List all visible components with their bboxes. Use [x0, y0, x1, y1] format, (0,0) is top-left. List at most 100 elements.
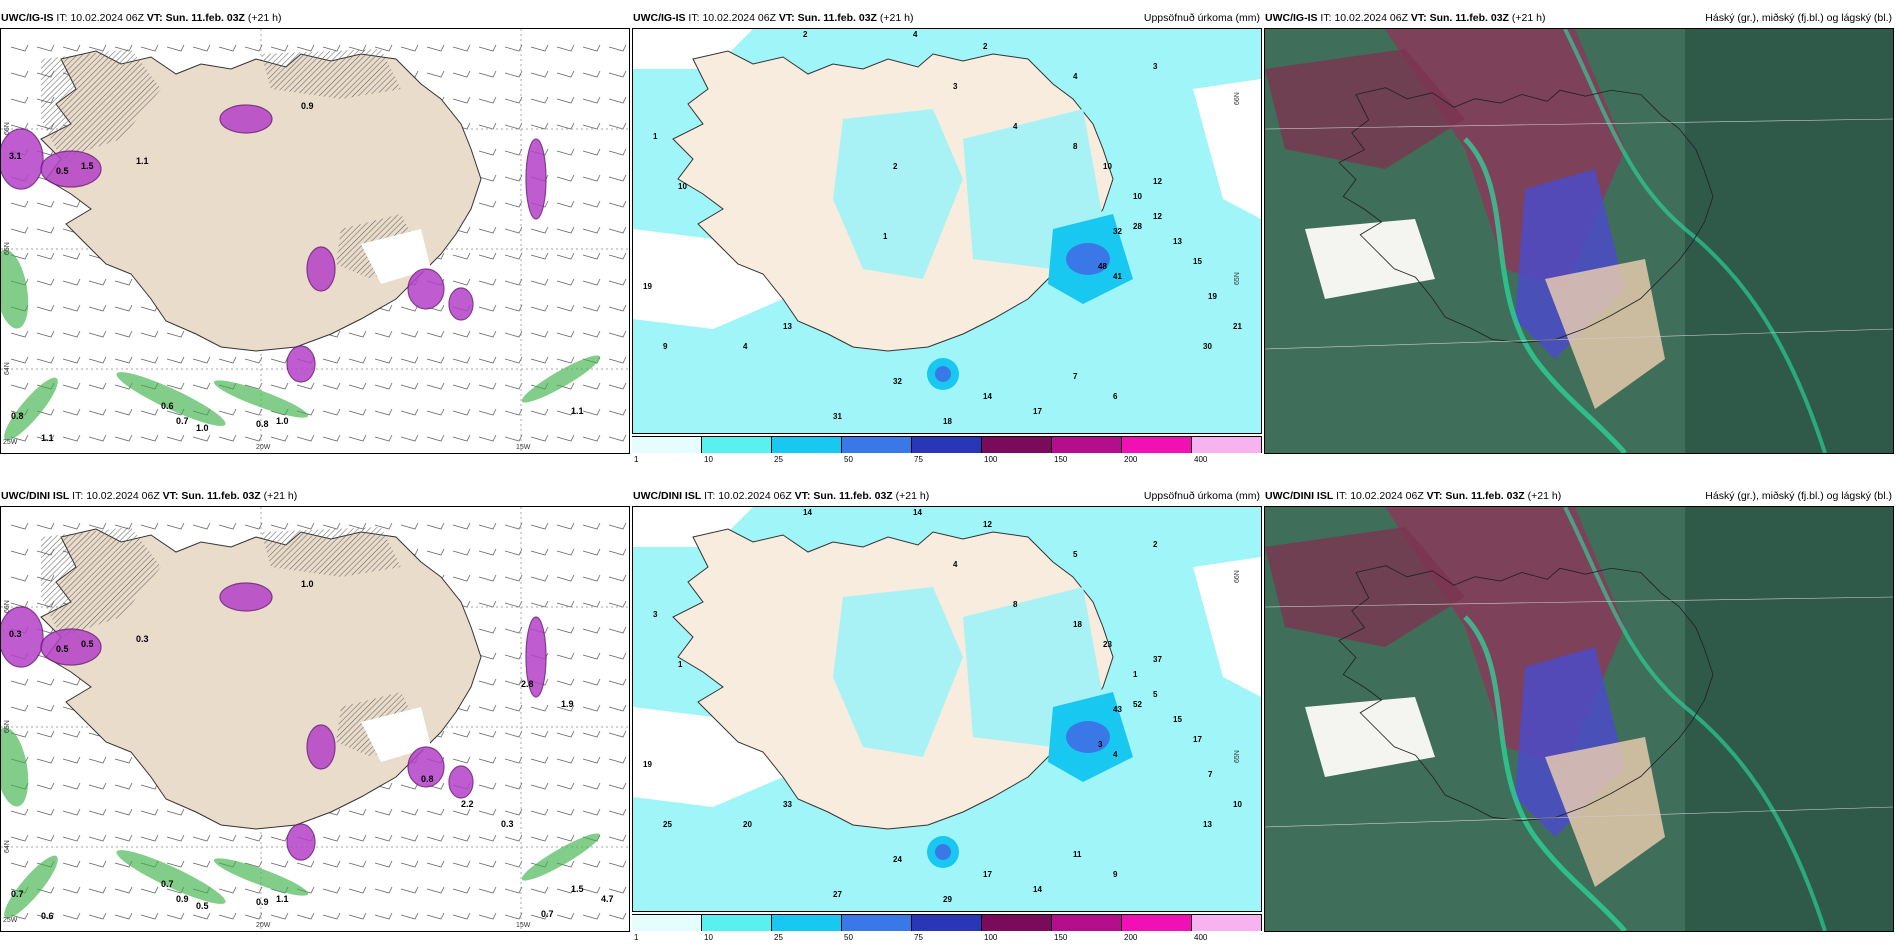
wind-barb [218, 356, 237, 364]
precip-rate-value: 1.0 [276, 416, 289, 426]
wind-barb [608, 886, 627, 894]
latitude-label: 66N [1234, 92, 1241, 105]
wind-barb [426, 44, 445, 52]
cloud-edge-contour [1463, 615, 1627, 931]
wind-barb [192, 522, 211, 530]
wind-barb [582, 730, 601, 738]
precip-accum-value: 41 [1113, 272, 1122, 281]
precip-rate-value: 3.1 [9, 151, 22, 161]
wind-barb [140, 434, 159, 442]
wind-barb [218, 886, 237, 894]
wind-barb [374, 44, 393, 52]
colorbar-segment [772, 915, 842, 931]
wind-barb [166, 434, 185, 442]
map-frame[interactable] [1264, 506, 1894, 932]
very-heavy-precip [1066, 243, 1110, 275]
wind-barb [608, 574, 627, 582]
colorbar-tick-label: 1 [634, 933, 639, 942]
precip-rate-value: 4.7 [601, 894, 614, 904]
wind-barb [582, 174, 601, 182]
precip-rate-value: 0.5 [56, 644, 69, 654]
precip-accum-value: 9 [1113, 870, 1118, 879]
wind-barb [608, 174, 627, 182]
wind-barb [530, 408, 549, 416]
precip-accum-value: 12 [983, 520, 992, 529]
wind-barb [556, 730, 575, 738]
wind-barb [140, 330, 159, 338]
wind-barb [478, 44, 497, 52]
wind-barb [114, 756, 133, 764]
wind-barb [608, 278, 627, 286]
wind-barb [452, 382, 471, 390]
wind-barb [556, 356, 575, 364]
colorbar-tick-label: 100 [984, 455, 998, 464]
precip-accum-value: 19 [1208, 292, 1217, 301]
precip-accum-value: 8 [1013, 600, 1018, 609]
wind-barb [400, 434, 419, 442]
wind-barb [556, 782, 575, 790]
wind-barb [114, 886, 133, 894]
colorbar-segment [632, 437, 702, 453]
rain-rate-band [4, 855, 58, 919]
wind-barb [478, 522, 497, 530]
wind-barb [270, 860, 289, 868]
wind-barb [556, 912, 575, 920]
wind-barb [556, 678, 575, 686]
wind-barb [36, 226, 55, 234]
wind-barb [582, 44, 601, 52]
precip-accum-value: 3 [653, 610, 658, 619]
wind-barb [192, 860, 211, 868]
wind-barb [556, 226, 575, 234]
snow-hatch-area [41, 49, 161, 159]
wind-barb [530, 356, 549, 364]
map-frame[interactable] [1264, 28, 1894, 454]
wind-barb [426, 356, 445, 364]
wind-barb [88, 278, 107, 286]
map-frame[interactable]: 66N 65N 64N 25W 20W 15W 0.3 0.5 0.5 0.3 0.7 0.6 0.7 0… [0, 506, 630, 932]
map-frame[interactable]: 2 4 2 4 3 1 10 19 9 4 13 31 32 18 14 17 7 6 30 21 19 15 13 12 10… [632, 28, 1262, 434]
wind-barb [88, 382, 107, 390]
precip-accum-value: 10 [678, 182, 687, 191]
wind-barb [426, 834, 445, 842]
wind-barb [504, 200, 523, 208]
wind-barb [478, 548, 497, 556]
wind-barb [452, 756, 471, 764]
colorbar-tick-label: 150 [1054, 455, 1068, 464]
wind-barb [556, 174, 575, 182]
wind-barb [504, 330, 523, 338]
wind-barb [322, 912, 341, 920]
map-frame[interactable]: 14 14 12 5 2 3 1 19 25 20 33 27 24 29 17 14 11 9 13 10 7 17 15… [632, 506, 1262, 912]
model-name: UWC/IG-IS [1, 12, 54, 24]
panel-header: UWC/IG-IS IT: 10.02.2024 06Z VT: Sun. 11… [1, 12, 282, 24]
colorbar-tick-label: 1 [634, 455, 639, 464]
wind-barb [270, 522, 289, 530]
panel-header: UWC/DINI ISL IT: 10.02.2024 06Z VT: Sun.… [1264, 486, 1894, 506]
wind-barb [556, 408, 575, 416]
precip-accum-value: 10 [1133, 192, 1142, 201]
wind-barb [608, 834, 627, 842]
wind-barb [452, 912, 471, 920]
wind-barb [62, 808, 81, 816]
colorbar-tick-label: 75 [914, 933, 923, 942]
wind-barb [478, 382, 497, 390]
wind-barb [478, 174, 497, 182]
rain-rate-band [213, 858, 309, 896]
wind-barb [166, 808, 185, 816]
rain-rate-band [4, 377, 58, 441]
wind-barb [374, 808, 393, 816]
wind-barb [530, 886, 549, 894]
wind-barb [582, 226, 601, 234]
wind-barb [582, 304, 601, 312]
wind-barb [10, 730, 29, 738]
snow-rate-blob [286, 345, 316, 383]
colorbar-segment [912, 437, 982, 453]
wind-barb [426, 886, 445, 894]
wind-barb [478, 304, 497, 312]
wind-barb [556, 96, 575, 104]
cloud-edge-contour [1563, 29, 1827, 453]
wind-barb [530, 434, 549, 442]
longitude-label: 15W [516, 444, 531, 451]
wind-barb [608, 356, 627, 364]
map-frame[interactable]: 66N 65N 64N 25W 20W 15W 3.1 0.5 1.5 1.1 0.8 1.1 0.6 0… [0, 28, 630, 454]
wind-barb [10, 356, 29, 364]
